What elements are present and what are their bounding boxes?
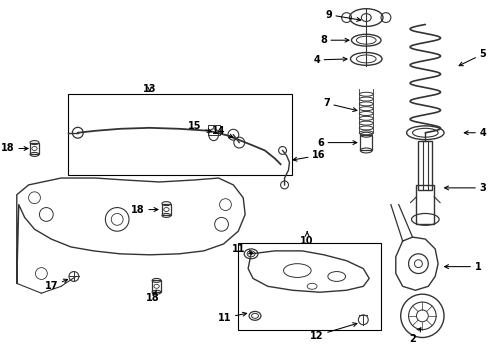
Bar	[30, 143, 39, 154]
Text: 4: 4	[465, 128, 486, 138]
Text: 17: 17	[45, 279, 68, 291]
Text: 4: 4	[313, 55, 347, 65]
Text: 8: 8	[320, 35, 349, 45]
Text: 3: 3	[444, 183, 486, 193]
Text: 16: 16	[293, 150, 326, 161]
Text: 18: 18	[131, 204, 158, 215]
Bar	[208, 125, 220, 135]
Text: 11: 11	[218, 312, 246, 323]
Text: 18: 18	[1, 144, 28, 153]
Text: 5: 5	[459, 49, 486, 66]
Bar	[68, 94, 293, 175]
Text: 7: 7	[323, 98, 357, 112]
Text: 1: 1	[444, 262, 481, 272]
Text: 11: 11	[232, 244, 252, 254]
Text: 14: 14	[212, 126, 233, 138]
Bar	[162, 204, 171, 215]
Text: 12: 12	[310, 323, 357, 341]
Bar	[152, 280, 161, 292]
Bar	[418, 141, 432, 190]
Bar	[416, 185, 434, 224]
Bar	[360, 135, 372, 150]
Bar	[238, 243, 381, 330]
Text: 15: 15	[188, 121, 211, 132]
Text: 9: 9	[325, 10, 361, 21]
Text: 10: 10	[300, 232, 314, 246]
Text: 13: 13	[143, 85, 156, 94]
Text: 2: 2	[409, 328, 421, 345]
Text: 18: 18	[146, 291, 159, 303]
Text: 6: 6	[317, 138, 357, 148]
